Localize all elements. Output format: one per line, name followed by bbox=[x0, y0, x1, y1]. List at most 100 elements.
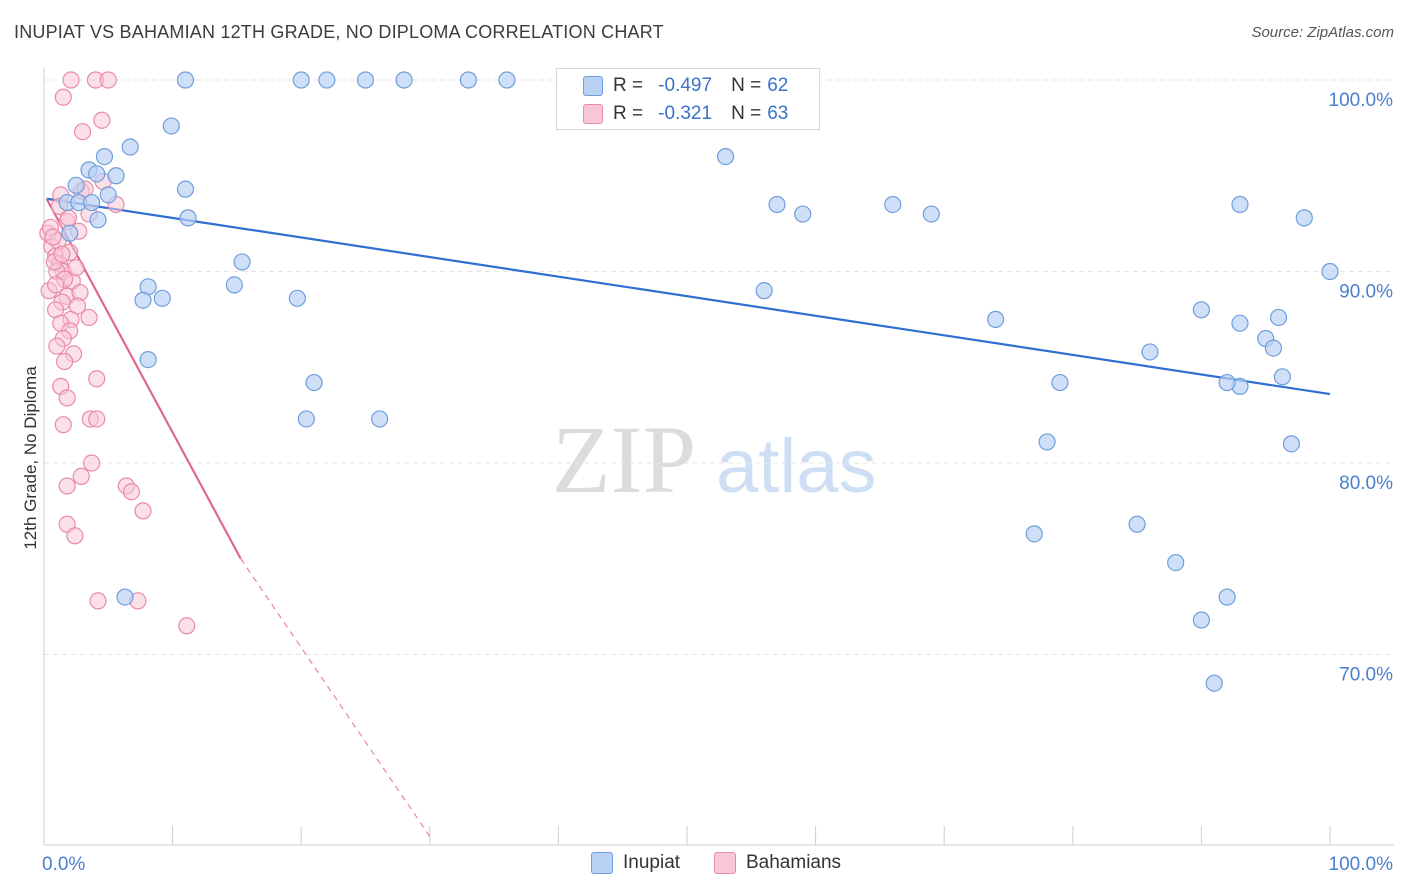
y-tick-label: 80.0% bbox=[1339, 473, 1393, 494]
y-tick-label: 100.0% bbox=[1329, 90, 1394, 111]
bahamian-point bbox=[88, 410, 106, 428]
inupiat-point bbox=[134, 291, 152, 309]
inupiat-point bbox=[1025, 525, 1043, 543]
inupiat-point bbox=[1295, 209, 1313, 227]
inupiat-point bbox=[297, 410, 315, 428]
inupiat-swatch bbox=[583, 76, 603, 96]
x-tick-labels: 0.0% 100.0% bbox=[42, 854, 1393, 875]
bahamian-point bbox=[178, 617, 196, 635]
y-tick-labels: 100.0% 90.0% 80.0% 70.0% bbox=[1329, 90, 1394, 686]
bahamian-point bbox=[62, 71, 80, 89]
inupiat-point bbox=[884, 195, 902, 214]
bahamian-point bbox=[44, 228, 62, 246]
inupiat-point bbox=[305, 373, 323, 392]
inupiat-point bbox=[768, 195, 786, 214]
inupiat-point bbox=[225, 276, 243, 294]
inupiat-point bbox=[292, 71, 310, 89]
inupiat-point bbox=[987, 310, 1005, 328]
bahamian-point bbox=[58, 477, 76, 495]
inupiat-point bbox=[61, 224, 79, 242]
inupiat-point bbox=[922, 205, 940, 223]
legend-row-bahamians: R = -0.321 N = 63 bbox=[583, 102, 788, 126]
bahamian-point bbox=[73, 123, 92, 141]
inupiat-point bbox=[1273, 368, 1292, 386]
bahamian-point bbox=[93, 111, 111, 129]
inupiat-point bbox=[459, 71, 477, 89]
inupiat-point bbox=[1218, 373, 1236, 392]
correlation-legend: R = -0.497 N = 62 R = -0.321 N = 63 bbox=[556, 68, 820, 130]
trend-lines bbox=[45, 197, 1331, 837]
inupiat-r-label: R = bbox=[613, 75, 644, 96]
bahamian-point bbox=[67, 259, 85, 277]
inupiat-point bbox=[153, 289, 171, 307]
bahamians-swatch bbox=[583, 104, 603, 124]
inupiat-point bbox=[371, 410, 389, 428]
inupiat-trend-line bbox=[46, 197, 1331, 396]
inupiat-point bbox=[1231, 195, 1249, 214]
inupiat-point bbox=[1264, 339, 1283, 357]
inupiat-point bbox=[99, 186, 117, 204]
inupiat-point bbox=[1141, 343, 1159, 361]
inupiat-point bbox=[356, 71, 375, 89]
inupiat-point bbox=[318, 71, 336, 89]
inupiat-point bbox=[107, 167, 125, 185]
bottom-legend-inupiat: Inupiat bbox=[591, 852, 680, 874]
inupiat-legend-swatch bbox=[591, 852, 613, 874]
bahamian-point bbox=[72, 467, 90, 486]
source-label: Source: ZipAtlas.com bbox=[1251, 24, 1394, 41]
inupiat-point bbox=[395, 71, 413, 89]
bahamian-point bbox=[122, 483, 141, 501]
bahamian-points bbox=[39, 71, 196, 635]
inupiat-points bbox=[58, 71, 1339, 692]
bahamian-point bbox=[66, 527, 84, 545]
inupiat-point bbox=[89, 211, 107, 229]
bahamians-n-label: N = bbox=[731, 103, 762, 124]
bahamian-trend-extension bbox=[240, 558, 431, 837]
bahamian-trend-line bbox=[45, 198, 242, 560]
inupiat-n-value: 62 bbox=[767, 75, 789, 96]
inupiat-point bbox=[1218, 588, 1236, 606]
inupiat-n-label: N = bbox=[731, 75, 762, 96]
x-tick-label-right: 100.0% bbox=[1329, 854, 1394, 875]
gridlines bbox=[44, 79, 1394, 655]
bahamian-point bbox=[82, 454, 101, 472]
inupiat-point bbox=[1192, 301, 1211, 319]
legend-row-inupiat: R = -0.497 N = 62 bbox=[583, 74, 788, 98]
inupiat-point bbox=[1128, 515, 1146, 533]
inupiat-point bbox=[1167, 553, 1185, 572]
bahamian-point bbox=[58, 389, 76, 407]
inupiat-point bbox=[498, 71, 516, 89]
bahamian-point bbox=[88, 370, 106, 388]
inupiat-point bbox=[1051, 373, 1069, 392]
inupiat-point bbox=[716, 148, 735, 166]
watermark-zip: ZIP bbox=[552, 406, 696, 513]
watermark-atlas: atlas bbox=[716, 424, 877, 509]
bottom-legend-bahamians: Bahamians bbox=[714, 852, 841, 874]
inupiat-r-value: -0.497 bbox=[658, 75, 713, 96]
inupiat-point bbox=[1321, 262, 1339, 281]
inupiat-point bbox=[179, 209, 197, 227]
bahamians-legend-label: Bahamians bbox=[746, 852, 842, 873]
bahamian-point bbox=[46, 276, 65, 294]
bahamian-point bbox=[48, 337, 66, 355]
inupiat-point bbox=[176, 71, 195, 89]
inupiat-point bbox=[139, 350, 157, 369]
inupiat-point bbox=[1282, 435, 1301, 453]
y-tick-label: 70.0% bbox=[1339, 665, 1393, 686]
inupiat-point bbox=[755, 282, 773, 300]
inupiat-point bbox=[121, 138, 139, 156]
bahamian-point bbox=[54, 416, 72, 434]
bahamian-point bbox=[80, 308, 98, 327]
inupiat-point bbox=[1231, 314, 1249, 332]
bahamians-r-label: R = bbox=[613, 103, 644, 124]
inupiat-point bbox=[82, 193, 101, 212]
inupiat-point bbox=[1192, 611, 1211, 629]
bahamians-n-value: 63 bbox=[767, 103, 789, 124]
bahamian-point bbox=[134, 502, 152, 520]
bahamians-r-value: -0.321 bbox=[658, 103, 713, 124]
bahamian-point bbox=[89, 592, 107, 610]
inupiat-point bbox=[67, 176, 85, 194]
bahamian-point bbox=[99, 71, 117, 89]
inupiat-point bbox=[162, 117, 180, 135]
